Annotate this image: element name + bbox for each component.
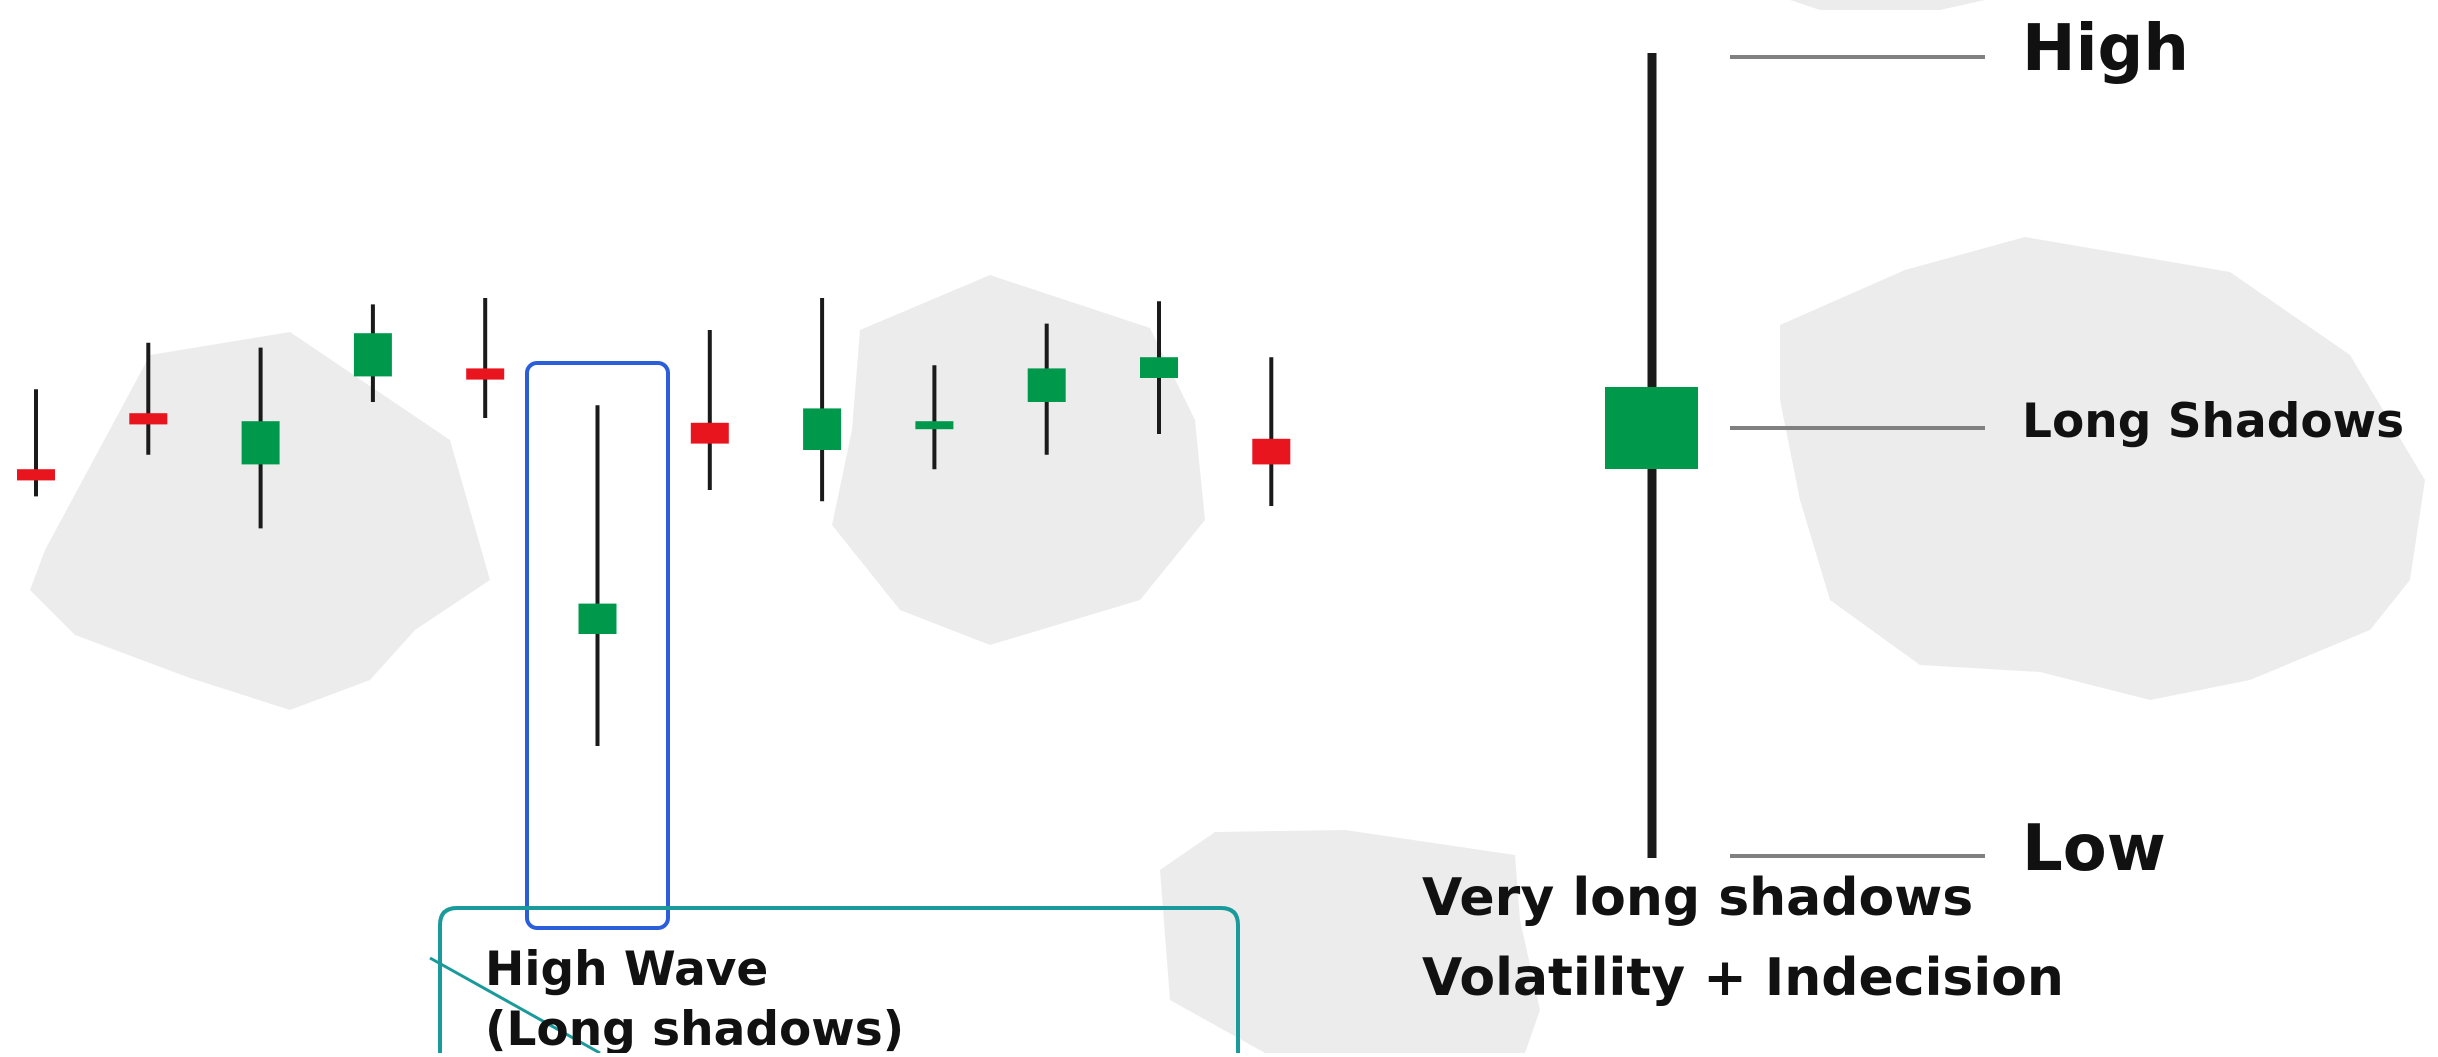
high-wave-candle	[578, 405, 617, 746]
long-shadows-label: Long Shadows	[2022, 394, 2404, 449]
candle-body	[1140, 357, 1178, 378]
candle	[353, 304, 392, 402]
candle-body	[690, 422, 729, 444]
candle-body	[129, 413, 168, 425]
candle	[466, 298, 505, 418]
candle-body	[353, 333, 392, 377]
candle-body	[915, 421, 954, 430]
callout-subtitle: (Long shadows)	[485, 1002, 904, 1053]
candle	[803, 298, 842, 502]
candle-body	[1252, 438, 1291, 465]
background-blob	[832, 275, 1205, 645]
anatomy-body	[1605, 387, 1698, 469]
candle-body	[578, 603, 617, 634]
note-line-1: Very long shadows	[1422, 868, 1973, 928]
candle-body	[1027, 368, 1066, 402]
high-label: High	[2022, 12, 2189, 86]
callout-pointer	[429, 956, 601, 1055]
note-line-2: Volatility + Indecision	[1422, 948, 2064, 1008]
low-label: Low	[2022, 812, 2166, 886]
callout-box	[438, 906, 1240, 1053]
candle-body	[17, 469, 55, 481]
candlestick-row	[17, 298, 1291, 746]
candle	[241, 347, 280, 529]
candle	[129, 342, 168, 455]
callout: High Wave (Long shadows)	[429, 906, 1240, 1057]
candle	[690, 330, 729, 490]
anatomy-candle: High Long Shadows Low	[1605, 12, 2404, 886]
candle	[915, 365, 954, 470]
highlight-box	[525, 361, 670, 930]
candle	[1140, 301, 1178, 434]
background-blobs	[30, 0, 2425, 1053]
background-blob	[1790, 0, 1985, 10]
candle-body	[241, 421, 280, 465]
candle	[1027, 323, 1066, 455]
background-blob	[1160, 830, 1540, 1053]
notes: Very long shadows Volatility + Indecisio…	[1422, 868, 2064, 1008]
background-blob	[1780, 237, 2425, 700]
candle-body	[803, 408, 842, 450]
candle	[1252, 357, 1291, 506]
candle	[17, 389, 55, 497]
candle-body	[466, 368, 505, 380]
callout-title: High Wave	[485, 942, 768, 997]
